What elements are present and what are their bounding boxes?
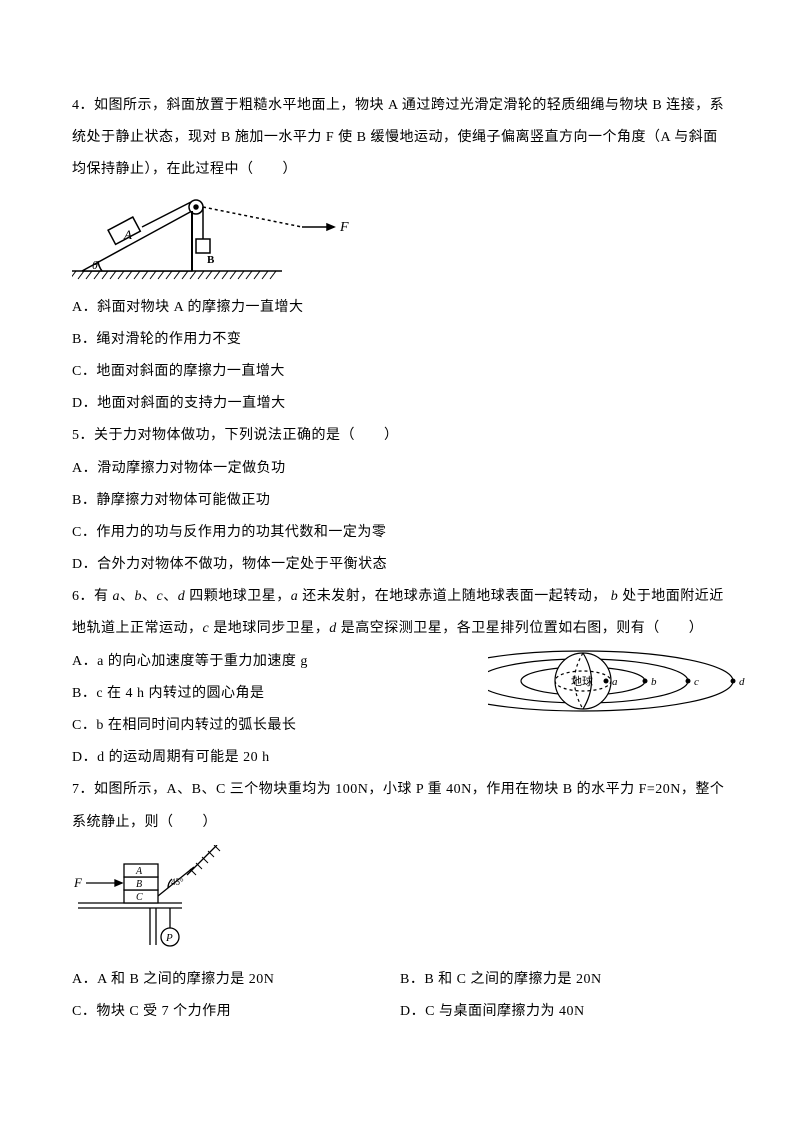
q4-label-B: B: [207, 254, 215, 266]
q4-label-theta: θ: [92, 258, 98, 272]
q4-option-B: B．绳对滑轮的作用力不变: [72, 324, 728, 356]
q4-label-F: F: [339, 220, 349, 235]
q6-t2: 、: [120, 589, 135, 604]
q5-option-B: B．静摩擦力对物体可能做正功: [72, 485, 728, 517]
q6-t5: 四颗地球卫星，: [185, 589, 291, 604]
q6-t9: 是高空探测卫星，各卫星排列位置如右图，则有（ ）: [337, 621, 704, 636]
q6-fig-b: b: [651, 676, 657, 688]
q6-earth-label: 地球: [571, 674, 593, 688]
q7-stem: 7．如图所示，A、B、C 三个物块重均为 100N，小球 P 重 40N，作用在…: [72, 774, 728, 838]
q6-fig-a: a: [612, 676, 618, 688]
q5-option-A: A．滑动摩擦力对物体一定做负功: [72, 453, 728, 485]
q6-t6: 还未发射，在地球赤道上随地球表面一起转动，: [298, 589, 611, 604]
q7-options-row: A．A 和 B 之间的摩擦力是 20N B．B 和 C 之间的摩擦力是 20N …: [72, 964, 728, 1028]
q6-options-row: A．a 的向心加速度等于重力加速度 g B．c 在 4 h 内转过的圆心角是 C…: [72, 646, 728, 775]
q6-figure: 地球 a b c d: [488, 636, 748, 731]
q6-option-D: D．d 的运动周期有可能是 20 h: [72, 742, 728, 774]
q6-t4: 、: [163, 589, 178, 604]
q5-option-D: D．合外力对物体不做功，物体一定处于平衡状态: [72, 549, 728, 581]
q7-option-D: D．C 与桌面间摩擦力为 40N: [400, 996, 728, 1028]
q7-label-P: P: [165, 932, 173, 944]
q4-figure: A B θ F: [72, 193, 728, 288]
q5-stem: 5．关于力对物体做功，下列说法正确的是（ ）: [72, 420, 728, 452]
q7-label-B: B: [136, 879, 142, 890]
q7-option-A: A．A 和 B 之间的摩擦力是 20N: [72, 964, 400, 996]
exam-page: 4．如图所示，斜面放置于粗糙水平地面上，物块 A 通过跨过光滑定滑轮的轻质细绳与…: [0, 0, 800, 1088]
q4-option-C: C．地面对斜面的摩擦力一直增大: [72, 356, 728, 388]
q7-label-A: A: [135, 866, 143, 877]
q5-option-C: C．作用力的功与反作用力的功其代数和一定为零: [72, 517, 728, 549]
q6-t3: 、: [142, 589, 157, 604]
q7-label-F: F: [73, 875, 83, 890]
q6-b: b: [135, 589, 143, 604]
q6-fig-c: c: [694, 676, 699, 688]
q6-t8: 是地球同步卫星，: [209, 621, 329, 636]
q4-stem: 4．如图所示，斜面放置于粗糙水平地面上，物块 A 通过跨过光滑定滑轮的轻质细绳与…: [72, 90, 728, 187]
q6-fig-d: d: [739, 676, 745, 688]
q4-option-A: A．斜面对物块 A 的摩擦力一直增大: [72, 292, 728, 324]
q7-figure: A B C P F 45°: [72, 845, 728, 960]
q4-option-D: D．地面对斜面的支持力一直增大: [72, 388, 728, 420]
q7-label-C: C: [136, 892, 143, 903]
q6-d2: d: [329, 621, 337, 636]
q6-a: a: [113, 589, 121, 604]
q7-option-C: C．物块 C 受 7 个力作用: [72, 996, 400, 1028]
q4-label-A: A: [123, 227, 132, 242]
q7-option-B: B．B 和 C 之间的摩擦力是 20N: [400, 964, 728, 996]
q7-label-angle: 45°: [171, 877, 184, 887]
q6-t1: 6．有: [72, 589, 113, 604]
